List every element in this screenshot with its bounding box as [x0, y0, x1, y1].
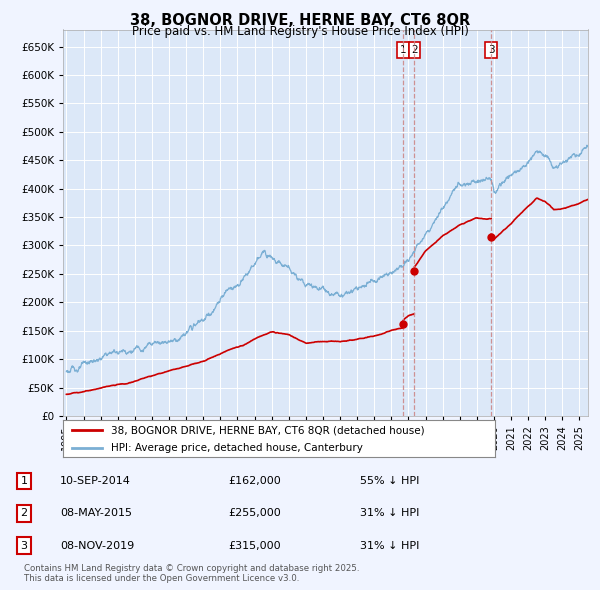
Text: 38, BOGNOR DRIVE, HERNE BAY, CT6 8QR: 38, BOGNOR DRIVE, HERNE BAY, CT6 8QR — [130, 13, 470, 28]
Text: HPI: Average price, detached house, Canterbury: HPI: Average price, detached house, Cant… — [110, 443, 362, 453]
Text: 55% ↓ HPI: 55% ↓ HPI — [360, 476, 419, 486]
Text: 1: 1 — [20, 476, 28, 486]
Text: £255,000: £255,000 — [228, 509, 281, 518]
Text: Price paid vs. HM Land Registry's House Price Index (HPI): Price paid vs. HM Land Registry's House … — [131, 25, 469, 38]
Text: 08-MAY-2015: 08-MAY-2015 — [60, 509, 132, 518]
Text: 31% ↓ HPI: 31% ↓ HPI — [360, 509, 419, 518]
Text: 2: 2 — [411, 45, 418, 55]
Text: 38, BOGNOR DRIVE, HERNE BAY, CT6 8QR (detached house): 38, BOGNOR DRIVE, HERNE BAY, CT6 8QR (de… — [110, 425, 424, 435]
Text: 2: 2 — [20, 509, 28, 518]
Text: 1: 1 — [400, 45, 406, 55]
Text: 31% ↓ HPI: 31% ↓ HPI — [360, 541, 419, 550]
Text: Contains HM Land Registry data © Crown copyright and database right 2025.
This d: Contains HM Land Registry data © Crown c… — [24, 563, 359, 583]
Text: £162,000: £162,000 — [228, 476, 281, 486]
Text: £315,000: £315,000 — [228, 541, 281, 550]
Text: 08-NOV-2019: 08-NOV-2019 — [60, 541, 134, 550]
Text: 10-SEP-2014: 10-SEP-2014 — [60, 476, 131, 486]
Text: 3: 3 — [20, 541, 28, 550]
Text: 3: 3 — [488, 45, 494, 55]
